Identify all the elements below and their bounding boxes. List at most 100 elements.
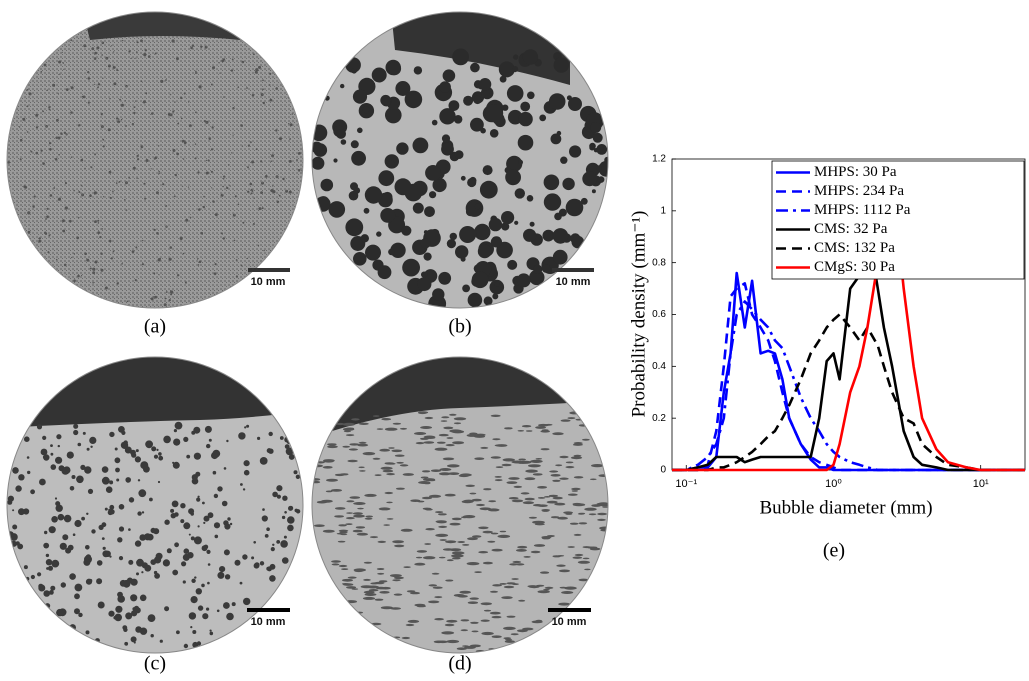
y-tick-label: 0.6 (652, 309, 666, 320)
bubble (316, 500, 327, 504)
bubble (467, 177, 477, 188)
bubble (30, 489, 35, 495)
bubble (395, 81, 411, 96)
bubble (358, 441, 367, 444)
bubble (578, 522, 588, 525)
bubble (507, 259, 518, 270)
bubble (439, 539, 447, 541)
bubble (459, 473, 472, 477)
bubble (589, 546, 598, 549)
bubble (78, 124, 81, 127)
bubble (283, 535, 287, 539)
bubble (345, 517, 355, 520)
bubble (563, 511, 573, 514)
bubble (182, 580, 186, 584)
bubble (469, 492, 477, 495)
bubble (105, 56, 109, 60)
bubble (223, 467, 227, 470)
bubble (108, 508, 111, 512)
bubble (251, 160, 255, 164)
bubble (518, 458, 526, 461)
bubble (46, 567, 49, 570)
bubble (455, 245, 469, 259)
bubble (104, 507, 108, 511)
bubble (27, 470, 31, 475)
bubble (280, 540, 288, 548)
bubble (81, 274, 83, 277)
bubble (66, 451, 74, 459)
bubble (153, 157, 156, 160)
bubble (295, 474, 301, 479)
bubble (276, 540, 281, 544)
bubble (45, 125, 48, 128)
bubble (501, 463, 512, 467)
bubble (56, 118, 59, 122)
bubble (282, 177, 285, 181)
bubble (511, 499, 524, 503)
bubble (387, 62, 402, 76)
bubble (384, 462, 395, 465)
bubble (27, 230, 31, 234)
bubble (135, 449, 139, 453)
bubble (109, 431, 115, 438)
bubble (597, 518, 606, 522)
bubble (40, 149, 43, 152)
bubble (363, 207, 370, 214)
bubble (234, 195, 237, 198)
bubble (209, 631, 214, 636)
bubble (349, 443, 360, 446)
bubble (363, 561, 372, 564)
bubble (182, 252, 185, 255)
bubble (55, 456, 63, 464)
bubble (434, 596, 443, 599)
bubble (96, 578, 103, 585)
bubble (416, 550, 428, 553)
bubble (169, 93, 172, 96)
bubble (428, 600, 440, 604)
bubble (489, 279, 505, 295)
bubble (349, 496, 361, 499)
scale-bar (248, 268, 290, 272)
x-axis-label: Bubble diameter (mm) (759, 497, 932, 518)
bubble (100, 252, 103, 255)
bubble (110, 257, 113, 260)
bubble (247, 166, 249, 169)
bubble (165, 79, 167, 81)
bubble (504, 640, 515, 643)
bubble (410, 499, 421, 503)
bubble (490, 456, 501, 459)
bubble (118, 526, 125, 532)
bubble (204, 425, 212, 433)
bubble (424, 543, 432, 545)
bubble (518, 159, 523, 165)
bubble (518, 599, 526, 602)
bubble (495, 444, 508, 447)
bubble (270, 189, 274, 193)
bubble (84, 252, 87, 256)
bubble (180, 503, 186, 509)
sample-rim (311, 356, 609, 654)
bubble (124, 199, 126, 201)
bubble (445, 579, 454, 582)
bubble (150, 297, 154, 301)
bubble (353, 568, 366, 572)
bubble (582, 557, 590, 560)
bubble (193, 452, 201, 460)
bubble (197, 605, 204, 611)
bubble (462, 515, 476, 519)
bubble (462, 544, 470, 546)
bubble (337, 540, 346, 543)
bubble (42, 162, 45, 165)
bubble (240, 124, 243, 127)
bubble (341, 568, 349, 570)
bubble (314, 524, 325, 527)
bubble (535, 426, 547, 429)
bubble (573, 533, 582, 536)
bubble (119, 504, 124, 508)
bubble (451, 554, 464, 558)
bubble (219, 566, 226, 573)
bubble (298, 152, 301, 155)
bubble (232, 107, 235, 110)
bubble (200, 45, 203, 48)
bubble (77, 274, 80, 278)
